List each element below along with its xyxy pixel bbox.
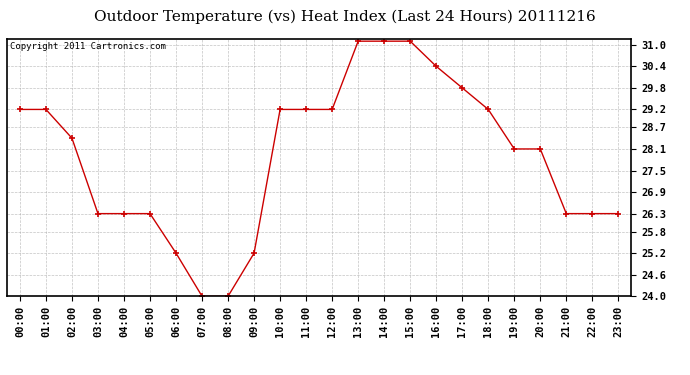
Text: Copyright 2011 Cartronics.com: Copyright 2011 Cartronics.com xyxy=(10,42,166,51)
Text: Outdoor Temperature (vs) Heat Index (Last 24 Hours) 20111216: Outdoor Temperature (vs) Heat Index (Las… xyxy=(94,9,596,24)
